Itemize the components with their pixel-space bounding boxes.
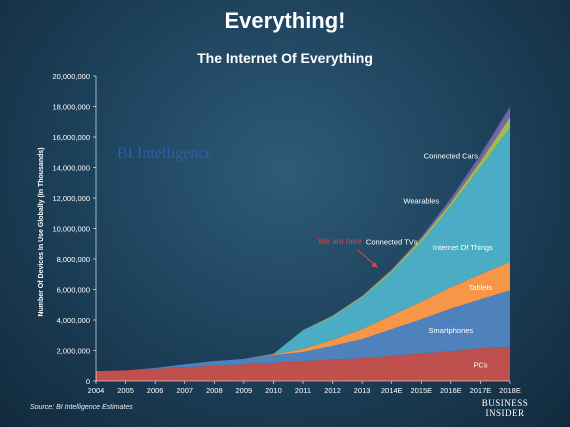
brand-line-2: INSIDER [485,408,525,418]
y-tick-label: 10,000,000 [52,225,90,234]
y-tick-label: 6,000,000 [57,286,90,295]
x-tick-label: 2018E [499,386,521,395]
x-tick-label: 2017E [470,386,492,395]
x-tick-label: 2008 [206,386,223,395]
x-tick-label: 2015E [410,386,432,395]
x-tick-label: 2004 [88,386,105,395]
chart-title: The Internet Of Everything [197,50,373,66]
series-label-internet-of-things: Internet Of Things [433,243,493,252]
brand-logo: BUSINESS INSIDER [470,398,540,418]
area-tablets [96,262,510,372]
series-label-pcs: PCs [473,361,487,370]
annotation-arrow [357,249,377,267]
area-internet-of-things [96,127,510,372]
y-tick-label: 14,000,000 [52,164,90,173]
x-tick-label: 2009 [236,386,253,395]
y-axis-label: Number Of Devices In Use Globally (In Th… [38,147,45,316]
area-smartphones [96,290,510,372]
y-tick-label: 4,000,000 [57,316,90,325]
y-tick-label: 0 [86,377,90,386]
source-note: Source: BI Intelligence Estimates [30,404,133,411]
series-label-connected-tvs: Connected TVs [366,237,418,246]
y-tick-label: 12,000,000 [52,194,90,203]
annotation-arrowhead [371,262,378,268]
we-are-here-annotation: We are here [318,237,362,246]
brand-line-1: BUSINESS [481,398,529,408]
y-tick-label: 16,000,000 [52,133,90,142]
y-tick-label: 8,000,000 [57,255,90,264]
area-pcs [96,346,510,381]
y-tick-label: 18,000,000 [52,103,90,112]
x-tick-label: 2005 [117,386,134,395]
x-tick-label: 2006 [147,386,164,395]
series-label-tablets: Tablets [469,283,493,292]
x-tick-label: 2013 [354,386,371,395]
slide-title: Everything! [224,8,346,33]
x-tick-label: 2016E [440,386,462,395]
series-label-smartphones: Smartphones [429,326,474,335]
series-label-connected-cars: Connected Cars [424,151,478,160]
label-layer: PCs Smartphones Tablets Internet Of Things C… [366,151,493,369]
y-tick-label: 2,000,000 [57,347,90,356]
x-tick-label: 2010 [265,386,282,395]
axis-layer: 0 2,000,000 4,000,000 6,000,000 8,000,000 10,… [52,72,520,395]
watermark: BI Intelligence [117,145,213,162]
x-tick-label: 2014E [381,386,403,395]
x-tick-label: 2011 [295,386,311,395]
x-tick-label: 2007 [176,386,193,395]
y-tick-label: 20,000,000 [52,72,90,81]
series-label-wearables: Wearables [403,197,439,206]
x-tick-label: 2012 [324,386,341,395]
series-layer [96,106,510,381]
